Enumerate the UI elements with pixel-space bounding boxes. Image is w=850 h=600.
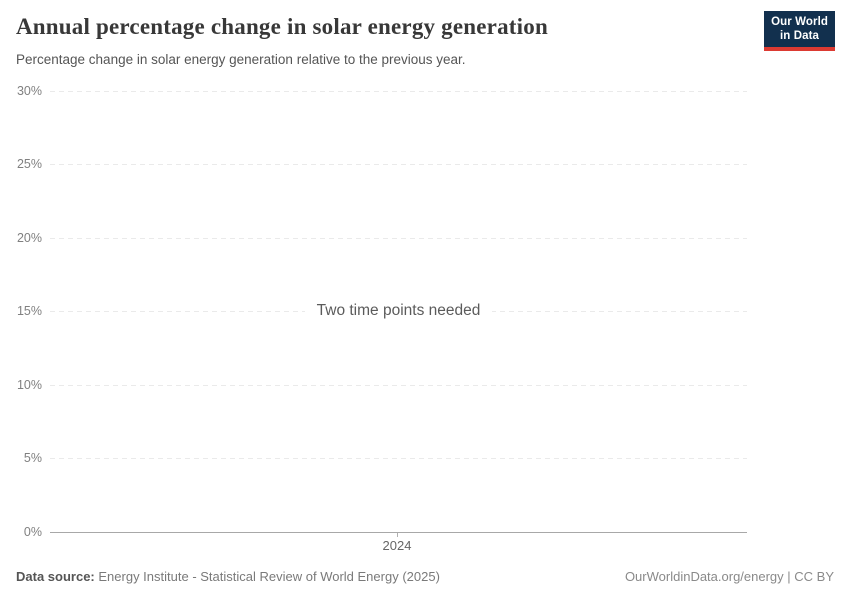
y-axis-tick-label: 30% [16, 84, 42, 98]
data-source: Data source: Energy Institute - Statisti… [16, 569, 440, 584]
grid-line [50, 385, 747, 386]
owid-logo-line1: Our World [771, 16, 828, 28]
grid-line [50, 238, 747, 239]
owid-credit-link[interactable]: OurWorldinData.org/energy | CC BY [624, 569, 834, 584]
y-axis-tick-label: 20% [16, 231, 42, 245]
y-axis-tick-label: 5% [23, 451, 42, 465]
y-axis-tick-label: 0% [23, 525, 42, 539]
empty-chart-message-wrap: Two time points needed [50, 301, 747, 321]
empty-chart-message: Two time points needed [304, 301, 493, 321]
data-source-label: Data source: [16, 569, 95, 584]
owid-logo[interactable]: Our World in Data [764, 11, 835, 51]
x-axis-line [50, 532, 747, 533]
y-axis-tick-label: 10% [16, 378, 42, 392]
y-axis-tick-label: 15% [16, 304, 42, 318]
owid-logo-line2: in Data [780, 29, 820, 42]
y-axis-tick-label: 25% [16, 157, 42, 171]
page-subtitle: Percentage change in solar energy genera… [16, 52, 466, 67]
grid-line [50, 458, 747, 459]
x-axis-tick-label: 2024 [382, 538, 412, 553]
x-axis-tick-mark [397, 533, 398, 537]
page-title: Annual percentage change in solar energy… [16, 14, 548, 39]
grid-line [50, 91, 747, 92]
grid-line [50, 164, 747, 165]
data-source-value: Energy Institute - Statistical Review of… [98, 569, 440, 584]
